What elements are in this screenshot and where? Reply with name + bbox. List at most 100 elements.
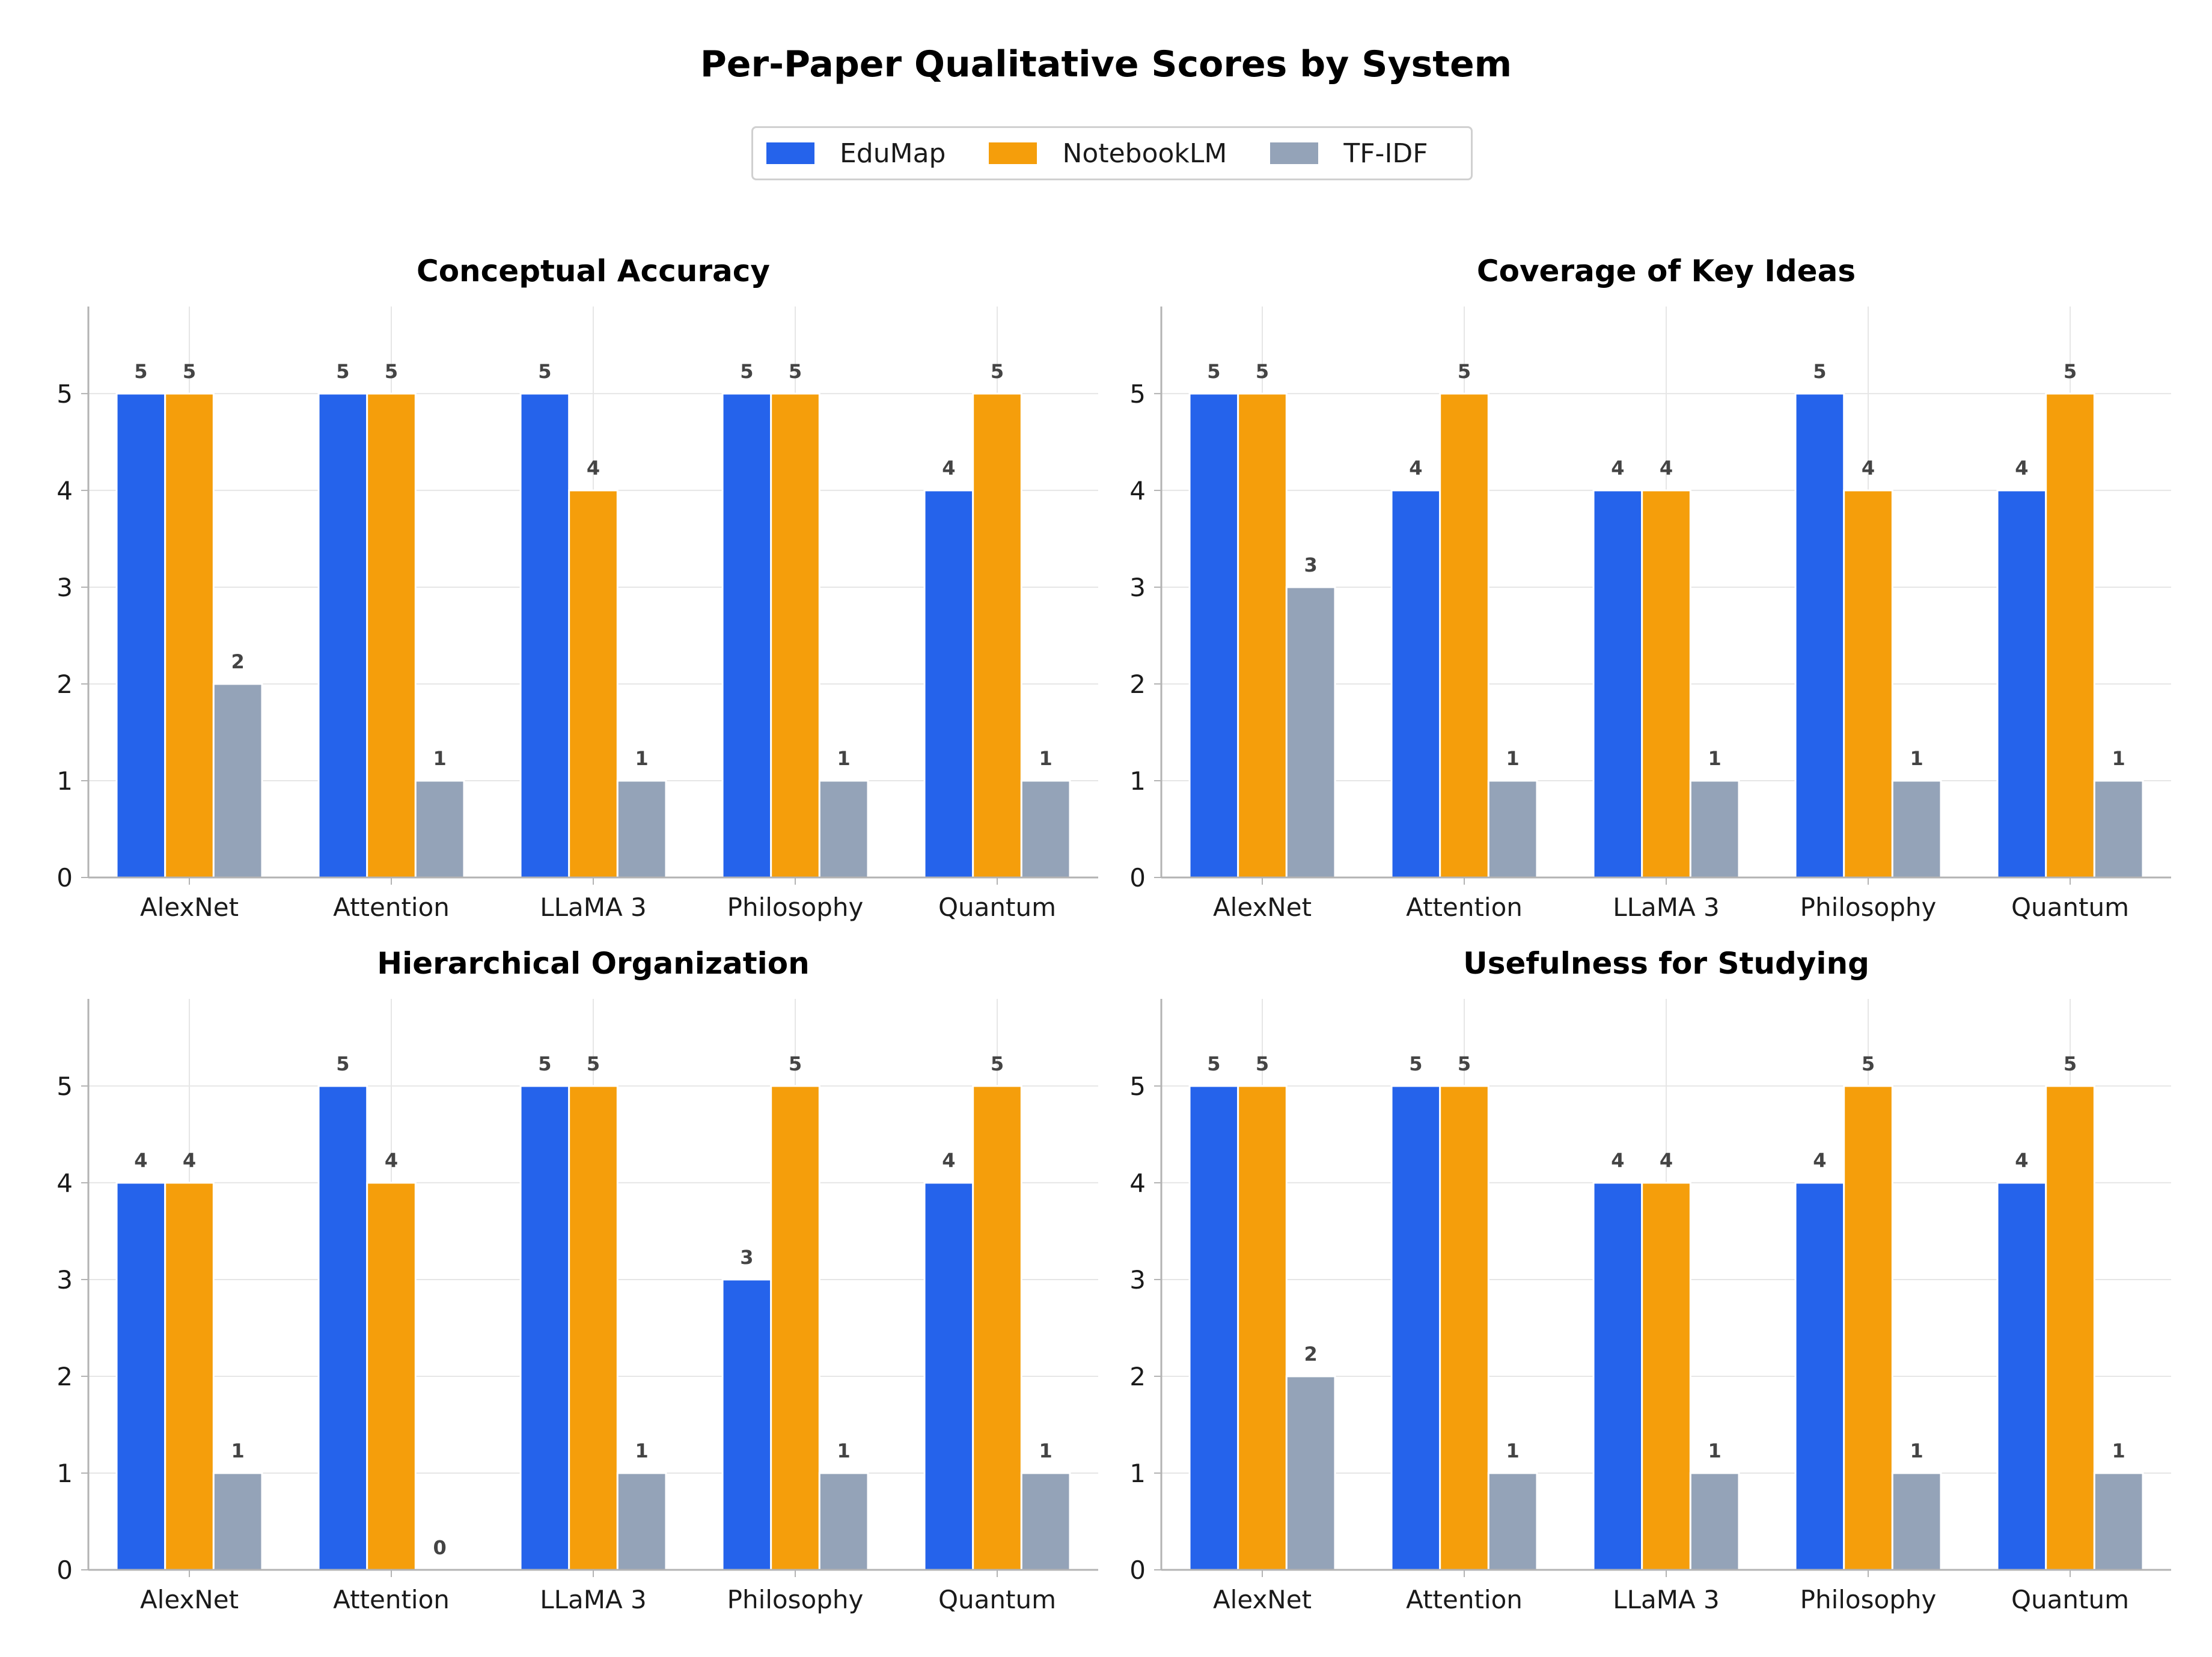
bar-edumap-alexnet [1188, 1085, 1239, 1571]
y-tick-label: 2 [1129, 1362, 1146, 1391]
y-tick-label: 0 [1129, 1555, 1146, 1585]
bar-notebooklm-alexnet [164, 392, 215, 879]
y-tick-label: 3 [57, 573, 73, 602]
x-tick-label-alexnet: AlexNet [140, 893, 239, 922]
value-label-notebooklm-alexnet: 5 [183, 360, 196, 383]
value-label-edumap-quantum: 4 [942, 1149, 955, 1172]
bar-tf-idf-llama-3 [1689, 780, 1740, 879]
bar-notebooklm-philosophy [770, 392, 820, 879]
x-tick-label-attention: Attention [1406, 1585, 1523, 1614]
y-tick-label: 5 [57, 1072, 73, 1101]
bar-edumap-alexnet [115, 392, 167, 879]
value-label-edumap-alexnet: 5 [1207, 360, 1220, 383]
value-label-tf-idf-philosophy: 1 [1910, 747, 1923, 770]
y-tick-label: 3 [1129, 573, 1146, 602]
x-tick-label-quantum: Quantum [2011, 893, 2129, 922]
value-label-tf-idf-quantum: 1 [2112, 747, 2125, 770]
value-label-edumap-philosophy: 5 [1813, 360, 1826, 383]
value-label-tf-idf-quantum: 1 [2112, 1439, 2125, 1462]
legend-swatch-tfidf [1270, 142, 1319, 164]
legend-item-tfidf: TF-IDF [1270, 138, 1428, 169]
value-label-edumap-attention: 5 [336, 360, 349, 383]
y-tick-label: 2 [1129, 670, 1146, 699]
y-tick-label: 1 [57, 766, 73, 796]
bar-tf-idf-attention [414, 780, 465, 879]
bar-edumap-philosophy [1794, 1182, 1845, 1571]
bar-notebooklm-llama-3 [1641, 489, 1691, 879]
bar-notebooklm-quantum [972, 1085, 1022, 1571]
value-label-tf-idf-quantum: 1 [1039, 1439, 1053, 1462]
bar-tf-idf-attention [1487, 780, 1538, 879]
chart-panel-coverage-of-key-ideas: Coverage of Key Ideas 5 4 4 5 4 5 5 4 4 5 3 1 1 1 1 0 1 2 3… [1129, 254, 2171, 922]
y-tick-label: 0 [57, 1555, 73, 1585]
y-tick-label: 5 [57, 379, 73, 409]
bar-tf-idf-alexnet [212, 1472, 263, 1571]
y-tick-label: 2 [57, 670, 73, 699]
bar-notebooklm-alexnet [1237, 1085, 1288, 1571]
value-label-tf-idf-llama-3: 1 [1708, 747, 1722, 770]
value-label-tf-idf-alexnet: 2 [231, 650, 245, 673]
bar-tf-idf-philosophy [1891, 1472, 1942, 1571]
bar-tf-idf-quantum [1020, 1472, 1071, 1571]
value-label-notebooklm-alexnet: 4 [183, 1149, 196, 1172]
x-tick-label-attention: Attention [1406, 893, 1523, 922]
value-label-notebooklm-quantum: 5 [991, 360, 1004, 383]
y-tick-label: 3 [1129, 1265, 1146, 1295]
value-label-edumap-llama-3: 4 [1611, 1149, 1624, 1172]
y-tick-label: 4 [1129, 1168, 1146, 1198]
value-label-notebooklm-alexnet: 5 [1256, 1052, 1269, 1075]
x-tick-label-philosophy: Philosophy [727, 1585, 864, 1614]
bar-tf-idf-llama-3 [616, 1472, 667, 1571]
y-tick-label: 0 [1129, 863, 1146, 893]
bar-notebooklm-attention [1439, 392, 1489, 879]
y-tick-label: 4 [1129, 476, 1146, 505]
value-label-tf-idf-llama-3: 1 [635, 1439, 649, 1462]
bar-tf-idf-quantum [1020, 780, 1071, 879]
value-label-notebooklm-philosophy: 5 [1862, 1052, 1875, 1075]
bar-edumap-philosophy [721, 392, 772, 879]
bar-edumap-attention [317, 1085, 368, 1571]
y-tick-label: 5 [1129, 1072, 1146, 1101]
x-tick-label-philosophy: Philosophy [1800, 1585, 1937, 1614]
panel-title: Usefulness for Studying [1463, 946, 1869, 981]
value-label-edumap-philosophy: 4 [1813, 1149, 1826, 1172]
value-label-edumap-quantum: 4 [2015, 1149, 2028, 1172]
y-tick-label: 4 [57, 1168, 73, 1198]
bar-edumap-attention [317, 392, 368, 879]
value-label-notebooklm-quantum: 5 [2064, 360, 2077, 383]
value-label-edumap-attention: 5 [1409, 1052, 1422, 1075]
bar-tf-idf-quantum [2093, 780, 2144, 879]
bar-edumap-llama-3 [1592, 489, 1643, 879]
bar-edumap-quantum [923, 1182, 974, 1571]
legend-swatch-notebooklm [989, 142, 1037, 164]
bar-edumap-philosophy [1794, 392, 1845, 879]
x-tick-label-philosophy: Philosophy [1800, 893, 1937, 922]
value-label-edumap-llama-3: 4 [1611, 457, 1624, 480]
value-label-edumap-llama-3: 5 [538, 360, 551, 383]
bar-tf-idf-llama-3 [616, 780, 667, 879]
value-label-edumap-llama-3: 5 [538, 1052, 551, 1075]
value-label-notebooklm-philosophy: 5 [789, 360, 802, 383]
value-label-tf-idf-philosophy: 1 [837, 747, 851, 770]
bar-tf-idf-philosophy [818, 1472, 869, 1571]
value-label-notebooklm-llama-3: 4 [587, 457, 600, 480]
bar-notebooklm-philosophy [1843, 489, 1893, 879]
x-tick-label-attention: Attention [333, 893, 450, 922]
chart-panel-conceptual-accuracy: Conceptual Accuracy 5 5 5 5 4 5 5 4 5 5 2 1 1 1 1 0 1 2 3 4 5… [57, 254, 1098, 922]
value-label-notebooklm-alexnet: 5 [1256, 360, 1269, 383]
value-label-tf-idf-attention: 0 [433, 1536, 447, 1559]
bar-tf-idf-alexnet [212, 683, 263, 879]
value-label-edumap-philosophy: 5 [740, 360, 753, 383]
value-label-notebooklm-llama-3: 4 [1660, 1149, 1673, 1172]
bar-edumap-llama-3 [519, 392, 570, 879]
bar-tf-idf-philosophy [818, 780, 869, 879]
value-label-edumap-alexnet: 5 [134, 360, 147, 383]
bar-tf-idf-attention [1487, 1472, 1538, 1571]
bar-notebooklm-quantum [2045, 392, 2095, 879]
bar-tf-idf-quantum [2093, 1472, 2144, 1571]
value-label-notebooklm-quantum: 5 [2064, 1052, 2077, 1075]
bar-notebooklm-attention [366, 392, 417, 879]
x-tick-label-llama-3: LLaMA 3 [1613, 1585, 1720, 1614]
bar-notebooklm-attention [1439, 1085, 1489, 1571]
legend-label-edumap: EduMap [840, 138, 946, 169]
